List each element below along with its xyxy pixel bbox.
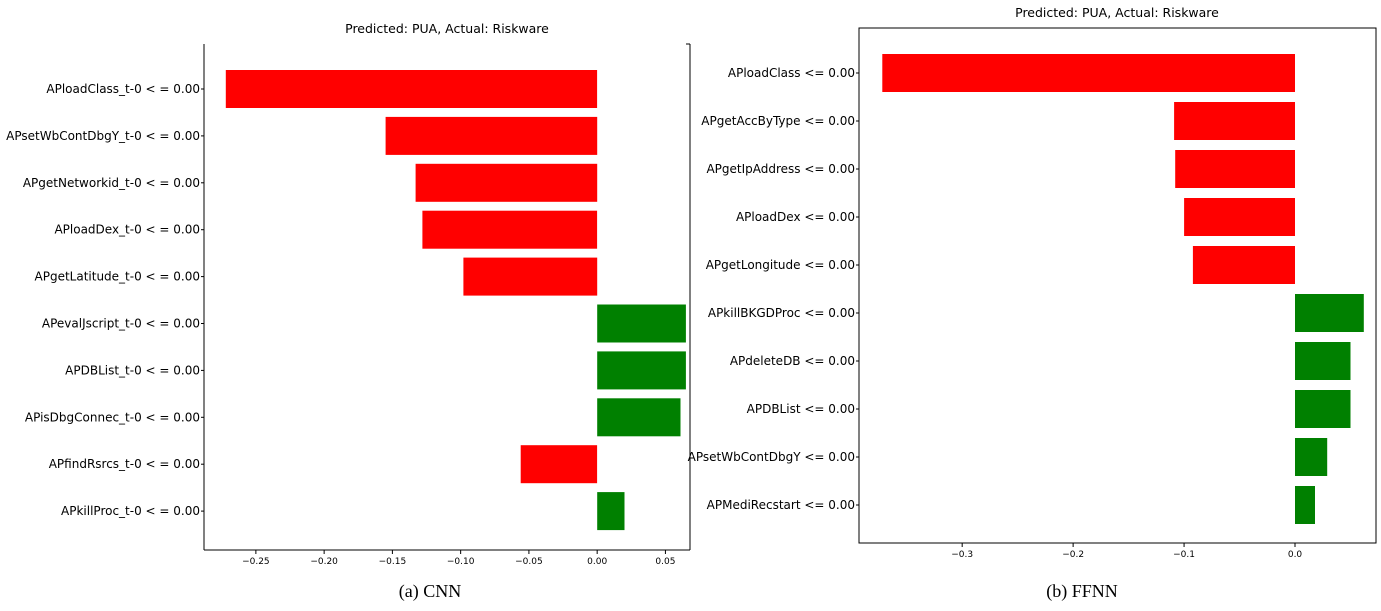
- cnn-x-tick-label-2: −0.20: [310, 557, 338, 567]
- ffnn-bar-1: [882, 54, 1295, 92]
- ffnn-feature-label-6: APkillBKGDProc <= 0.00: [708, 306, 855, 320]
- ffnn-x-tick-label-1: −0.3: [951, 550, 973, 560]
- ffnn-feature-label-10: APMediRecstart <= 0.00: [707, 498, 855, 512]
- cnn-bar-10: [597, 492, 625, 531]
- cnn-bar-1: [225, 70, 598, 108]
- cnn-x-ticks: −0.25 −0.20 −0.15 −0.10 −0.05 0.00 0.05: [242, 550, 675, 567]
- cnn-feature-label-1: APloadClass_t-0 < = 0.00: [46, 82, 200, 96]
- cnn-feature-label-7: APDBList_t-0 < = 0.00: [65, 363, 200, 377]
- cnn-feature-label-5: APgetLatitude_t-0 < = 0.00: [35, 270, 200, 284]
- ffnn-chart-title: Predicted: PUA, Actual: Riskware: [1015, 5, 1219, 20]
- cnn-chart: Predicted: PUA, Actual: Riskware APloadC…: [6, 21, 691, 602]
- ffnn-feature-label-7: APdeleteDB <= 0.00: [730, 354, 855, 368]
- cnn-x-tick-label-5: −0.05: [515, 557, 543, 567]
- ffnn-feature-label-8: APDBList <= 0.00: [747, 402, 855, 416]
- ffnn-axes-box: [858, 27, 1377, 544]
- cnn-caption: (a) CNN: [399, 581, 461, 602]
- ffnn-bar-3: [1175, 150, 1295, 188]
- cnn-bar-4: [422, 210, 598, 249]
- ffnn-bar-10: [1295, 486, 1315, 524]
- ffnn-x-tick-label-4: 0.0: [1288, 550, 1303, 560]
- cnn-feature-label-10: APkillProc_t-0 < = 0.00: [61, 504, 200, 518]
- cnn-bar-5: [463, 257, 598, 296]
- cnn-bar-3: [415, 163, 598, 202]
- ffnn-feature-label-5: APgetLongitude <= 0.00: [706, 258, 855, 272]
- ffnn-chart: Predicted: PUA, Actual: Riskware APloadC…: [688, 5, 1377, 602]
- ffnn-feature-label-4: APloadDex <= 0.00: [736, 210, 855, 224]
- cnn-x-tick-label-7: 0.05: [655, 557, 675, 567]
- ffnn-feature-label-3: APgetIpAddress <= 0.00: [706, 162, 855, 176]
- ffnn-x-tick-label-3: −0.1: [1173, 550, 1195, 560]
- cnn-bar-2: [385, 116, 598, 155]
- cnn-feature-label-4: APloadDex_t-0 < = 0.00: [54, 223, 200, 237]
- ffnn-feature-label-2: APgetAccByType <= 0.00: [701, 114, 855, 128]
- ffnn-bar-6: [1295, 294, 1364, 332]
- ffnn-axes-frame: [858, 27, 1377, 544]
- cnn-feature-label-3: APgetNetworkid_t-0 < = 0.00: [23, 176, 200, 190]
- ffnn-bar-4: [1184, 198, 1295, 236]
- cnn-feature-labels: APloadClass_t-0 < = 0.00 APsetWbContDbgY_…: [6, 82, 204, 518]
- cnn-bar-9: [520, 445, 598, 484]
- ffnn-bar-2: [1174, 102, 1295, 140]
- cnn-x-tick-label-1: −0.25: [242, 557, 270, 567]
- ffnn-feature-label-1: APloadClass <= 0.00: [728, 66, 855, 80]
- cnn-bars: [225, 70, 686, 531]
- ffnn-bar-5: [1192, 246, 1295, 284]
- cnn-feature-label-6: APevalJscript_t-0 < = 0.00: [42, 317, 200, 331]
- ffnn-feature-labels: APloadClass <= 0.00 APgetAccByType <= 0.0…: [688, 66, 859, 512]
- ffnn-bar-8: [1295, 390, 1351, 428]
- ffnn-bars: [882, 54, 1364, 524]
- cnn-x-tick-label-6: 0.00: [587, 557, 607, 567]
- cnn-bar-7: [597, 351, 686, 390]
- cnn-x-tick-label-4: −0.10: [447, 557, 475, 567]
- cnn-feature-label-9: APfindRsrcs_t-0 < = 0.00: [49, 457, 200, 471]
- cnn-feature-label-2: APsetWbContDbgY_t-0 < = 0.00: [6, 129, 200, 143]
- ffnn-x-ticks: −0.3 −0.2 −0.1 0.0: [951, 543, 1302, 560]
- cnn-feature-label-8: APisDbgConnec_t-0 < = 0.00: [25, 410, 200, 424]
- ffnn-x-tick-label-2: −0.2: [1062, 550, 1084, 560]
- cnn-x-tick-label-3: −0.15: [379, 557, 407, 567]
- cnn-axes-frame: [203, 43, 691, 551]
- ffnn-bar-9: [1295, 438, 1328, 476]
- ffnn-bar-7: [1295, 342, 1351, 380]
- ffnn-feature-label-9: APsetWbContDbgY <= 0.00: [688, 450, 855, 464]
- cnn-bar-6: [597, 304, 686, 343]
- ffnn-caption: (b) FFNN: [1046, 581, 1118, 602]
- cnn-chart-title: Predicted: PUA, Actual: Riskware: [345, 21, 549, 36]
- cnn-bar-8: [597, 398, 681, 437]
